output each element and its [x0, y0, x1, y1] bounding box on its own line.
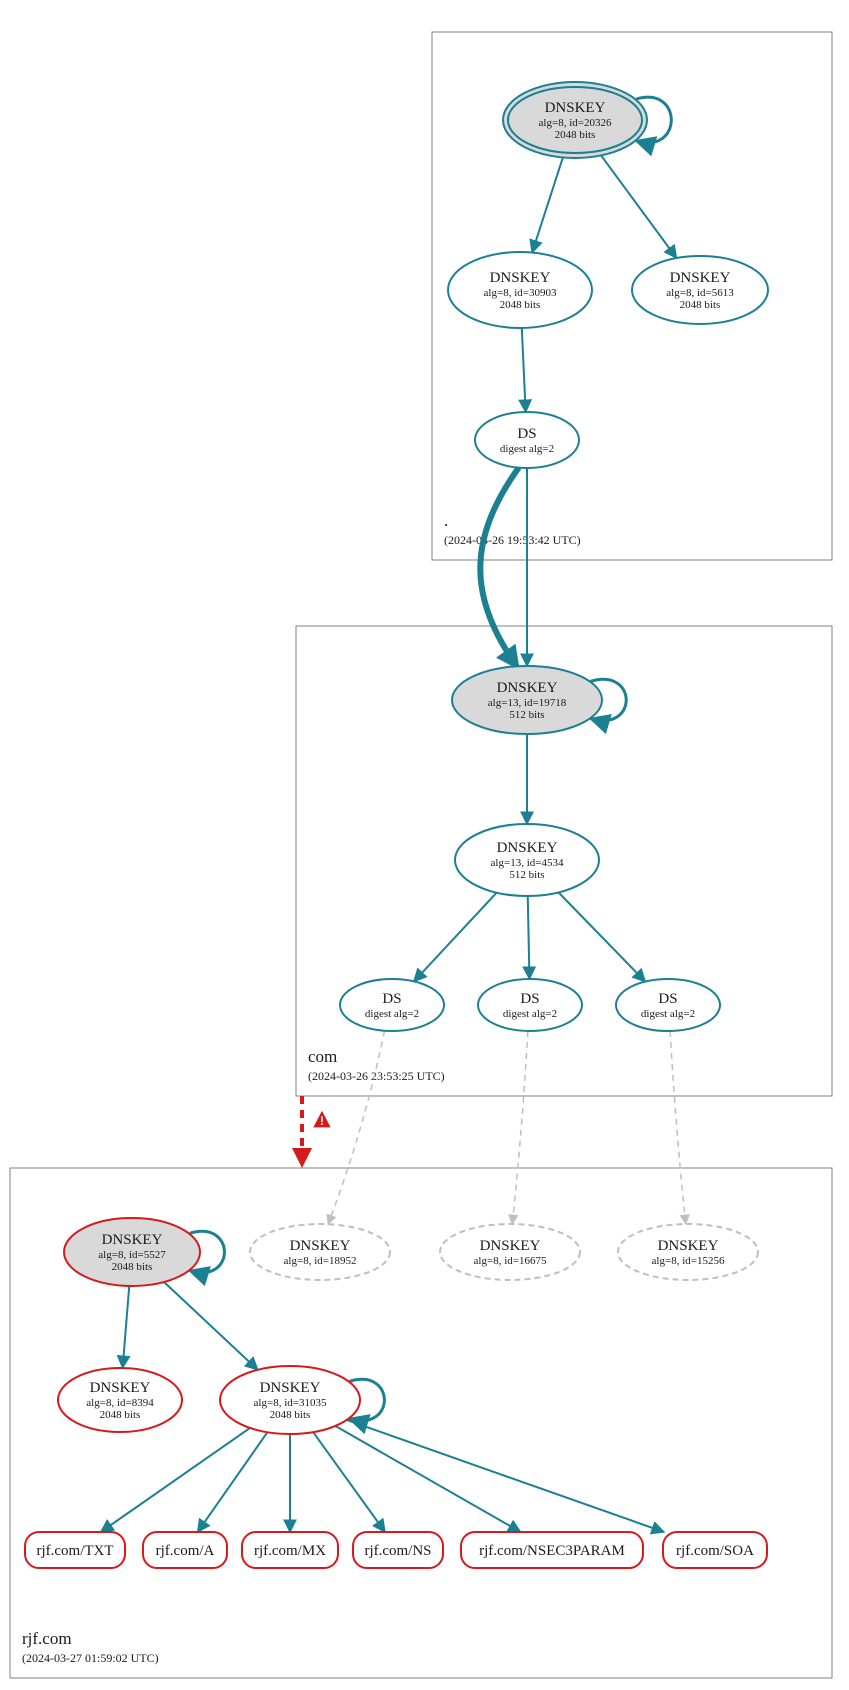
- node-title-rjf-ksk: DNSKEY: [102, 1232, 163, 1248]
- node-label-rr-mx: rjf.com/MX: [254, 1543, 326, 1559]
- edge-root-ksk-root-zsk1: [532, 157, 563, 252]
- edge-root-ds-com-ksk-heavy: [480, 468, 518, 667]
- node-com-ds2: DSdigest alg=2: [478, 979, 582, 1031]
- zone-name-root: .: [444, 511, 448, 530]
- node-root-ksk: DNSKEYalg=8, id=203262048 bits: [503, 82, 647, 158]
- node-title-rjf-miss1: DNSKEY: [290, 1238, 351, 1254]
- node-rr-a: rjf.com/A: [143, 1532, 227, 1568]
- node-title-root-zsk2: DNSKEY: [670, 270, 731, 286]
- node-title-com-ksk: DNSKEY: [497, 680, 558, 696]
- node-rjf-ksk: DNSKEYalg=8, id=55272048 bits: [64, 1218, 200, 1286]
- edge-root-zsk1-root-ds: [522, 328, 526, 412]
- zone-name-com: com: [308, 1047, 337, 1066]
- node-sub1-root-ksk: alg=8, id=20326: [539, 117, 612, 129]
- node-sub2-com-ksk: 512 bits: [509, 709, 544, 721]
- node-rjf-zsk2: DNSKEYalg=8, id=310352048 bits: [220, 1366, 360, 1434]
- node-label-rr-a: rjf.com/A: [156, 1543, 215, 1559]
- node-sub-rjf-miss3: alg=8, id=15256: [652, 1255, 725, 1267]
- dnssec-diagram: . (2024-03-26 19:53:42 UTC) com (2024-03-26…: [0, 0, 849, 1690]
- node-sub-rjf-miss1: alg=8, id=18952: [284, 1255, 357, 1267]
- node-sub1-root-zsk1: alg=8, id=30903: [484, 287, 557, 299]
- edge-rjf-zsk2-rr-txt: [101, 1428, 250, 1532]
- edge-rjf-zsk2-rr-ns: [313, 1432, 385, 1532]
- node-title-root-ksk: DNSKEY: [545, 100, 606, 116]
- node-sub-com-ds3: digest alg=2: [641, 1008, 695, 1020]
- node-label-rr-soa: rjf.com/SOA: [676, 1543, 754, 1559]
- node-sub1-rjf-ksk: alg=8, id=5527: [98, 1249, 166, 1261]
- node-root-zsk1: DNSKEYalg=8, id=309032048 bits: [448, 252, 592, 328]
- node-sub1-com-ksk: alg=13, id=19718: [488, 697, 567, 709]
- node-rjf-miss3: DNSKEYalg=8, id=15256: [618, 1224, 758, 1280]
- edge-com-ds3-rjf-miss3: [670, 1031, 686, 1224]
- node-com-ds3: DSdigest alg=2: [616, 979, 720, 1031]
- node-title-rjf-miss2: DNSKEY: [480, 1238, 541, 1254]
- edge-root-ksk-root-zsk2: [601, 155, 676, 258]
- node-sub1-com-zsk: alg=13, id=4534: [491, 857, 564, 869]
- edge-rjf-zsk2-rr-nsec3: [335, 1426, 520, 1532]
- node-sub1-root-zsk2: alg=8, id=5613: [666, 287, 734, 299]
- node-sub2-rjf-ksk: 2048 bits: [112, 1261, 153, 1273]
- edge-rjf-ksk-rjf-zsk1: [123, 1286, 130, 1368]
- node-label-rr-ns: rjf.com/NS: [364, 1543, 431, 1559]
- node-title-root-zsk1: DNSKEY: [490, 270, 551, 286]
- node-title-rjf-miss3: DNSKEY: [658, 1238, 719, 1254]
- node-com-zsk: DNSKEYalg=13, id=4534512 bits: [455, 824, 599, 896]
- node-sub1-rjf-zsk1: alg=8, id=8394: [86, 1397, 154, 1409]
- node-sub-rjf-miss2: alg=8, id=16675: [474, 1255, 547, 1267]
- node-rr-nsec3: rjf.com/NSEC3PARAM: [461, 1532, 643, 1568]
- edge-rjf-zsk2-rr-soa: [347, 1420, 664, 1532]
- node-title-rjf-zsk2: DNSKEY: [260, 1380, 321, 1396]
- node-sub-com-ds1: digest alg=2: [365, 1008, 419, 1020]
- node-title-com-zsk: DNSKEY: [497, 840, 558, 856]
- node-rr-mx: rjf.com/MX: [242, 1532, 338, 1568]
- node-title-rjf-zsk1: DNSKEY: [90, 1380, 151, 1396]
- node-sub1-rjf-zsk2: alg=8, id=31035: [254, 1397, 327, 1409]
- node-title-com-ds2: DS: [520, 991, 539, 1007]
- node-sub2-root-zsk2: 2048 bits: [680, 299, 721, 311]
- node-title-root-ds: DS: [517, 426, 536, 442]
- svg-text:!: !: [320, 1115, 324, 1128]
- edge-rjf-ksk-rjf-zsk2: [164, 1282, 258, 1370]
- node-sub2-com-zsk: 512 bits: [509, 869, 544, 881]
- node-rr-txt: rjf.com/TXT: [25, 1532, 125, 1568]
- node-rjf-miss1: DNSKEYalg=8, id=18952: [250, 1224, 390, 1280]
- node-sub2-root-zsk1: 2048 bits: [500, 299, 541, 311]
- warning-icon: !: [312, 1109, 332, 1128]
- node-root-zsk2: DNSKEYalg=8, id=56132048 bits: [632, 256, 768, 324]
- node-com-ksk: DNSKEYalg=13, id=19718512 bits: [452, 666, 602, 734]
- node-sub-root-ds: digest alg=2: [500, 443, 554, 455]
- node-sub2-rjf-zsk2: 2048 bits: [270, 1409, 311, 1421]
- node-sub2-root-ksk: 2048 bits: [555, 129, 596, 141]
- zone-timestamp-root: (2024-03-26 19:53:42 UTC): [444, 533, 581, 547]
- node-rjf-zsk1: DNSKEYalg=8, id=83942048 bits: [58, 1368, 182, 1432]
- zone-timestamp-rjfcom: (2024-03-27 01:59:02 UTC): [22, 1651, 159, 1665]
- edge-com-zsk-com-ds2: [528, 896, 530, 979]
- node-title-com-ds3: DS: [658, 991, 677, 1007]
- node-com-ds1: DSdigest alg=2: [340, 979, 444, 1031]
- node-label-rr-txt: rjf.com/TXT: [36, 1543, 113, 1559]
- zone-name-rjfcom: rjf.com: [22, 1629, 72, 1648]
- node-root-ds: DSdigest alg=2: [475, 412, 579, 468]
- zone-timestamp-com: (2024-03-26 23:53:25 UTC): [308, 1069, 445, 1083]
- edge-com-ds2-rjf-miss2: [512, 1031, 528, 1224]
- node-label-rr-nsec3: rjf.com/NSEC3PARAM: [479, 1543, 625, 1559]
- node-sub-com-ds2: digest alg=2: [503, 1008, 557, 1020]
- edge-rjf-zsk2-rr-a: [198, 1432, 268, 1532]
- node-rjf-miss2: DNSKEYalg=8, id=16675: [440, 1224, 580, 1280]
- edge-com-zsk-com-ds1: [414, 893, 497, 982]
- edge-com-zsk-com-ds3: [558, 892, 645, 981]
- node-title-com-ds1: DS: [382, 991, 401, 1007]
- node-rr-ns: rjf.com/NS: [353, 1532, 443, 1568]
- node-sub2-rjf-zsk1: 2048 bits: [100, 1409, 141, 1421]
- node-rr-soa: rjf.com/SOA: [663, 1532, 767, 1568]
